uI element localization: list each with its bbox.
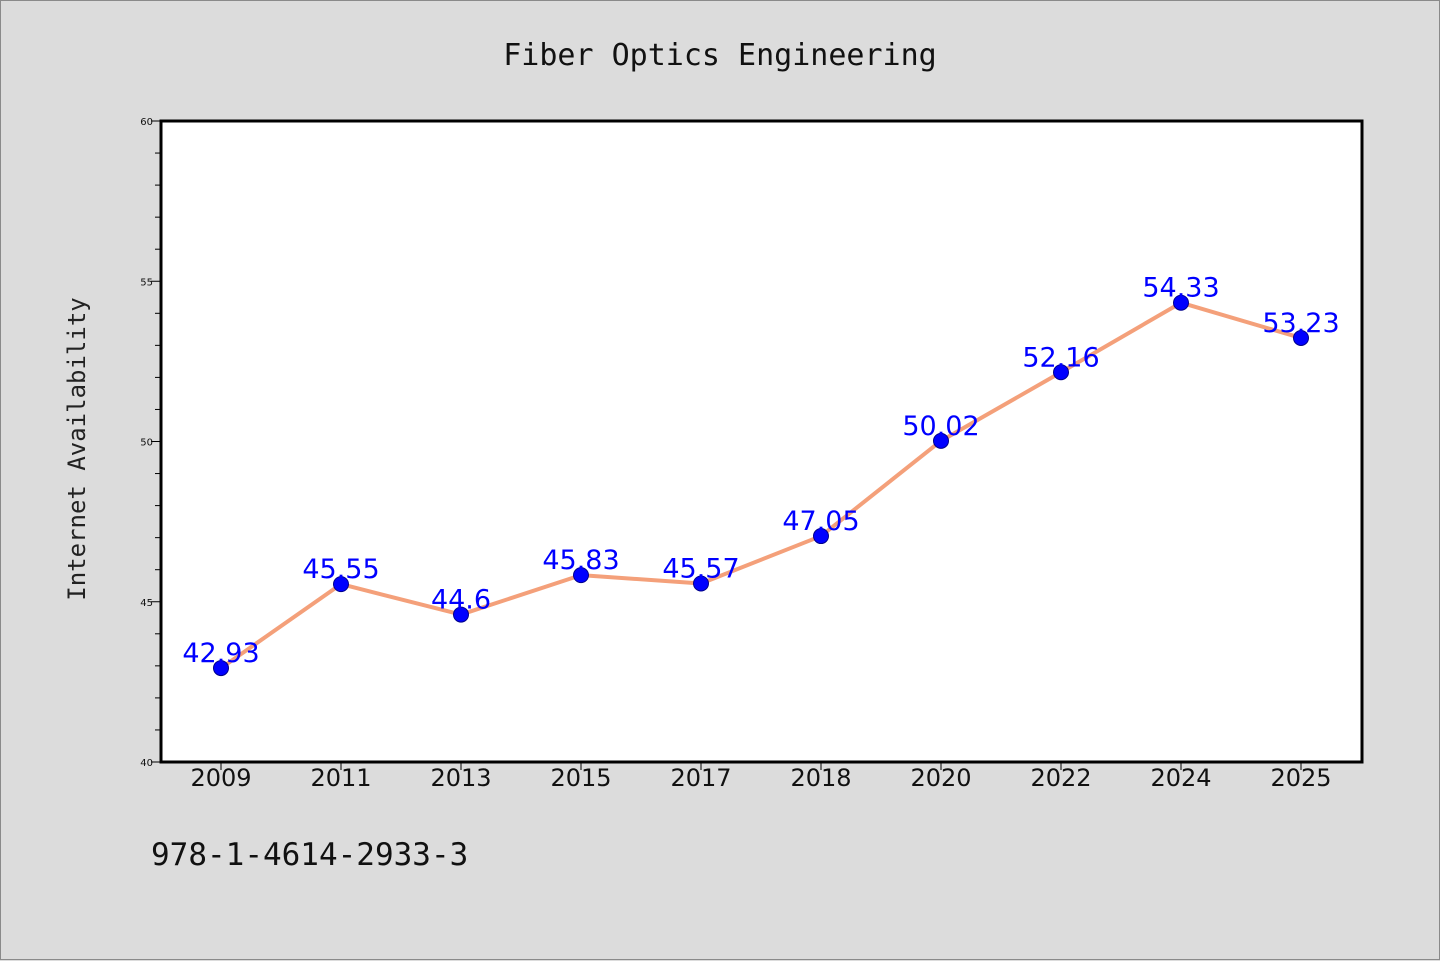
- data-point-marker: [333, 576, 349, 593]
- data-label: 50.02: [902, 411, 979, 442]
- x-tick-label: 2020: [910, 764, 971, 792]
- data-label: 45.55: [302, 554, 379, 585]
- y-axis-ticks: 40 45 50 55 60: [140, 117, 161, 769]
- data-label: 42.93: [182, 638, 259, 669]
- x-tick-label: 2009: [190, 764, 251, 792]
- x-axis-ticks: 2009 2011 2013 2015 2017 2018 2020 2022 2024 2025: [190, 762, 1332, 792]
- data-point-marker: [453, 606, 469, 623]
- chart-title: Fiber Optics Engineering: [503, 38, 936, 73]
- data-label: 44.6: [431, 585, 491, 616]
- data-point-marker: [933, 432, 949, 449]
- x-tick-label: 2013: [430, 764, 491, 792]
- data-labels: 42.93 45.55 44.6 45.83 45.57 47.05 50.02 52.16 5…: [182, 273, 1339, 669]
- data-point-marker: [813, 528, 829, 545]
- plot-area: [161, 121, 1362, 762]
- data-markers: [213, 294, 1309, 677]
- x-tick-label: 2017: [670, 764, 731, 792]
- y-tick-label: 40: [140, 758, 153, 769]
- y-tick-label: 50: [140, 438, 153, 449]
- data-point-marker: [213, 660, 229, 677]
- series-line-group: [219, 300, 1303, 671]
- x-tick-label: 2018: [790, 764, 851, 792]
- x-tick-label: 2022: [1030, 764, 1091, 792]
- y-tick-label: 45: [140, 598, 153, 609]
- series-line: [219, 300, 1303, 671]
- x-tick-label: 2024: [1150, 764, 1211, 792]
- plot-border: [159, 119, 1364, 764]
- data-label: 52.16: [1022, 342, 1099, 373]
- data-point-marker: [693, 575, 709, 592]
- data-label: 47.05: [782, 506, 859, 537]
- data-label: 45.83: [542, 545, 619, 576]
- data-label: 45.57: [662, 553, 739, 584]
- data-point-marker: [1293, 329, 1309, 346]
- data-point-marker: [1053, 364, 1069, 381]
- y-axis-label: Internet Availability: [63, 297, 91, 600]
- footer-isbn: 978-1-4614-2933-3: [151, 837, 468, 873]
- data-point-marker: [1173, 294, 1189, 311]
- x-tick-label: 2015: [550, 764, 611, 792]
- x-tick-label: 2025: [1270, 764, 1331, 792]
- y-tick-label: 55: [140, 277, 153, 288]
- data-label: 54.33: [1142, 273, 1219, 304]
- x-tick-label: 2011: [310, 764, 371, 792]
- data-point-marker: [573, 567, 589, 584]
- data-label: 53.23: [1262, 308, 1339, 339]
- y-tick-label: 60: [140, 117, 153, 128]
